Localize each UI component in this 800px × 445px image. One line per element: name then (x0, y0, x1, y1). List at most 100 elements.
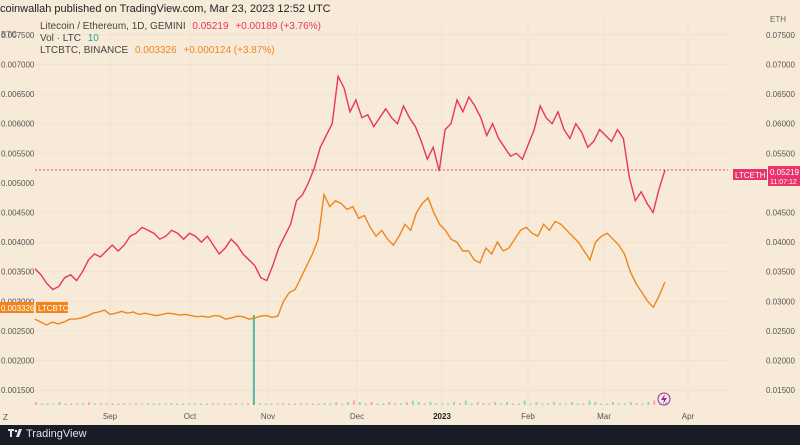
volume-bar (294, 403, 297, 405)
time-tick-label: Dec (350, 412, 364, 421)
volume-bar (417, 402, 420, 405)
right-price-axis[interactable]: 0.07500 0.07000 0.06500 0.06000 0.05500 0.045… (766, 31, 795, 395)
volume-bar (270, 403, 273, 405)
right-tick-label: 0.02000 (766, 357, 795, 366)
volume-bar (400, 403, 403, 405)
tradingview-logo[interactable]: TradingView (8, 428, 87, 440)
volume-bar (447, 403, 450, 405)
series-lines (34, 73, 666, 326)
volume-bar (358, 402, 361, 405)
volume-bar (376, 403, 379, 405)
volume-bars (35, 315, 667, 405)
volume-bar (647, 402, 650, 405)
time-tick-label: Sep (103, 412, 118, 421)
volume-bar (70, 403, 73, 405)
volume-bar (394, 403, 397, 405)
volume-bar (523, 400, 526, 405)
volume-bar (453, 402, 456, 405)
right-tick-label: 0.05500 (766, 149, 795, 158)
volume-bar (117, 403, 120, 405)
volume-bar (311, 403, 314, 405)
volume-bar (146, 403, 149, 405)
volume-bar (252, 315, 255, 405)
left-tick-label: 0.002500 (1, 327, 35, 336)
legend-compare-row[interactable]: LTCBTC, BINANCE 0.003326 +0.000124 (+3.8… (40, 45, 275, 56)
ltcbtc-tag-label: LTCBTC (38, 304, 69, 313)
volume-bar (58, 402, 61, 405)
volume-bar (441, 403, 444, 405)
left-tick-label: 0.006000 (1, 120, 35, 129)
right-tick-label: 0.07500 (766, 31, 795, 40)
volume-bar (99, 403, 102, 405)
volume-bar (241, 403, 244, 405)
volume-bar (129, 403, 132, 405)
ltceth-price-tag: LTCETH 0.05219 11:07:12 (733, 166, 800, 186)
right-axis-title: ETH (770, 15, 786, 24)
volume-bar (629, 402, 632, 405)
left-tick-label: 0.003500 (1, 268, 35, 277)
volume-bar (411, 400, 414, 405)
volume-bar (347, 402, 350, 405)
volume-bar (76, 403, 79, 405)
volume-bar (258, 403, 261, 405)
volume-bar (40, 403, 43, 405)
volume-bar (246, 403, 249, 405)
legend-volume-value: 10 (87, 33, 99, 44)
volume-bar (276, 403, 279, 405)
right-tick-label: 0.04000 (766, 238, 795, 247)
volume-bar (423, 403, 426, 405)
volume-bar (576, 403, 579, 405)
right-tick-label: 0.03000 (766, 297, 795, 306)
left-tick-label: 0.007500 (1, 31, 35, 40)
volume-bar (282, 403, 285, 405)
right-tick-label: 0.01500 (766, 386, 795, 395)
volume-bar (653, 400, 656, 405)
legend-volume-row[interactable]: Vol · LTC 10 (40, 33, 99, 44)
ltceth-line (34, 73, 666, 291)
left-tick-label: 0.001500 (1, 386, 35, 395)
volume-bar (559, 403, 562, 405)
volume-bar (170, 403, 173, 405)
volume-bar (335, 402, 338, 405)
volume-bar (235, 403, 238, 405)
left-price-axis[interactable]: 0.007500 0.007000 0.006500 0.006000 0.005500… (1, 31, 35, 395)
volume-bar (600, 403, 603, 405)
left-tick-label: 0.007000 (1, 60, 35, 69)
volume-bar (264, 403, 267, 405)
legend-main-row[interactable]: Litecoin / Ethereum, 1D, GEMINI 0.05219 … (40, 21, 321, 32)
volume-bar (82, 403, 85, 405)
volume-bar (317, 403, 320, 405)
time-axis[interactable]: Sep Oct Nov Dec 2023 Feb Mar Apr (103, 412, 695, 421)
volume-bar (665, 402, 667, 405)
ltceth-tag-value: 0.05219 (770, 168, 799, 177)
volume-bar (529, 403, 532, 405)
volume-bar (188, 403, 191, 405)
timezone-button[interactable]: Z (3, 413, 8, 422)
volume-bar (305, 403, 308, 405)
volume-bar (46, 403, 49, 405)
volume-bar (229, 403, 232, 405)
volume-bar (199, 403, 202, 405)
volume-bar (482, 403, 485, 405)
volume-bar (517, 403, 520, 405)
time-tick-label: Oct (184, 412, 197, 421)
volume-bar (429, 402, 432, 405)
left-tick-label: 0.005500 (1, 149, 35, 158)
volume-bar (606, 403, 609, 405)
volume-bar (193, 403, 196, 405)
right-tick-label: 0.02500 (766, 327, 795, 336)
volume-bar (511, 403, 514, 405)
legend-compare-value: 0.003326 (134, 45, 177, 56)
lightning-icon[interactable] (657, 392, 671, 406)
volume-bar (323, 403, 326, 405)
publish-info: coinwallah published on TradingView.com,… (0, 3, 331, 15)
legend-compare-change: +0.000124 (+3.87%) (183, 45, 275, 56)
ltceth-tag-countdown: 11:07:12 (770, 179, 797, 186)
ltceth-tag-label: LTCETH (735, 171, 766, 180)
publish-header: coinwallah published on TradingView.com,… (0, 0, 800, 20)
volume-bar (635, 403, 638, 405)
volume-bar (158, 403, 161, 405)
price-chart[interactable]: 0.007500 0.007000 0.006500 0.006000 0.005500… (0, 0, 800, 425)
ltcbtc-price-tag: 0.003326 LTCBTC (0, 302, 69, 313)
volume-bar (64, 403, 67, 405)
